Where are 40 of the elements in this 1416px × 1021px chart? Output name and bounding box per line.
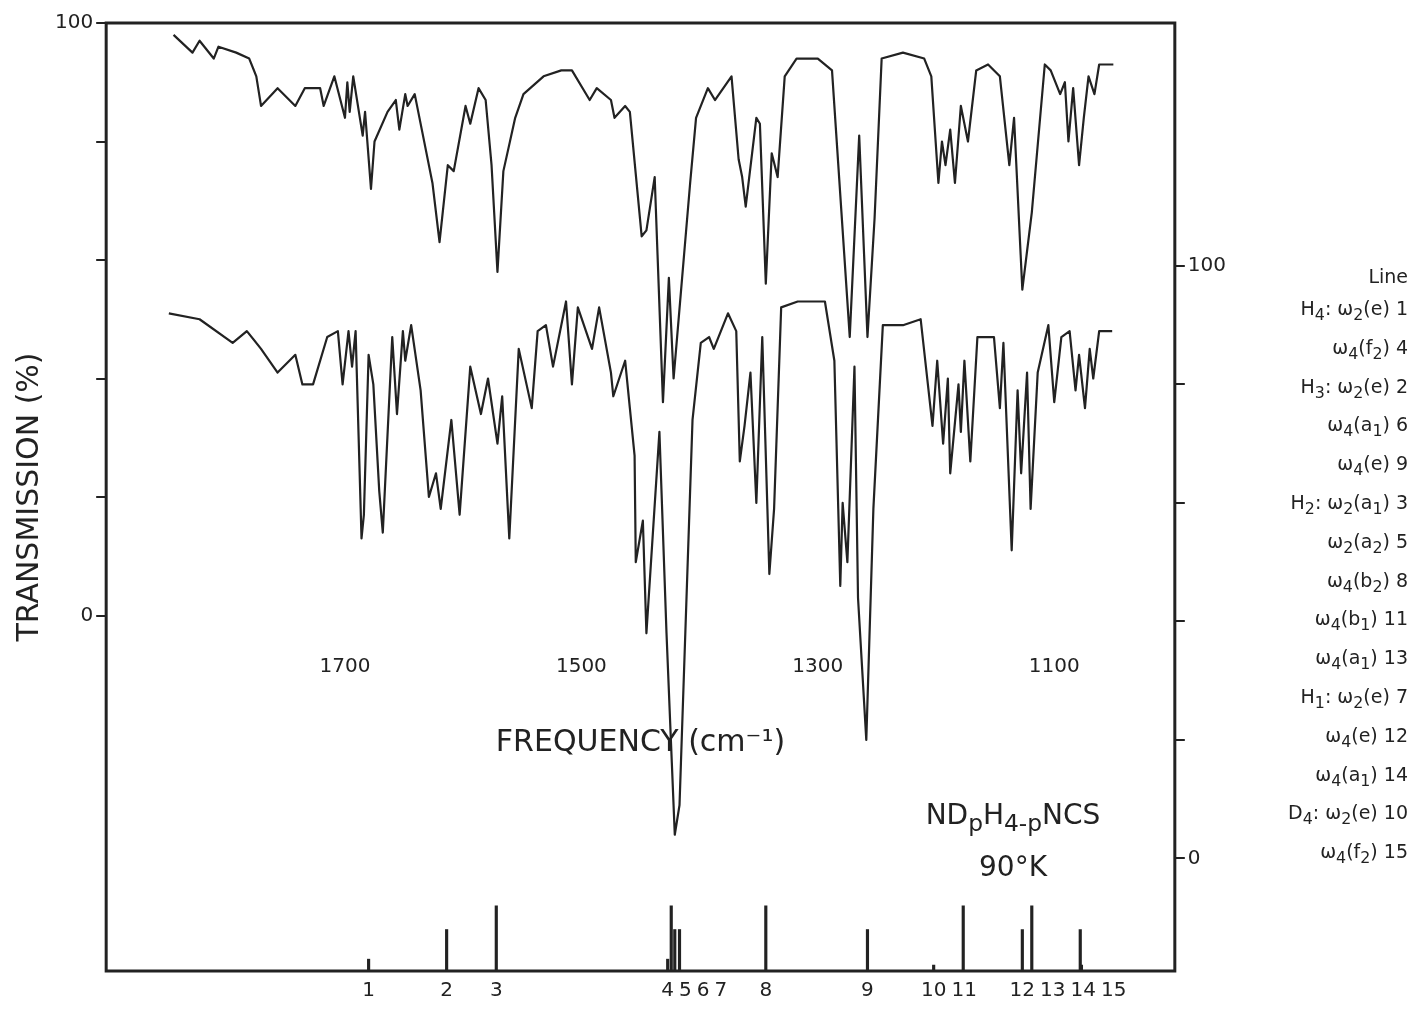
text: ω$_{4}$(f$_{2}$) 4 [1331, 334, 1408, 365]
y-axis-title: TRANSMISSION (%) [9, 352, 45, 643]
text: ω$_{4}$(a$_{1}$) 13 [1314, 645, 1408, 675]
text: ω$_{4}$(b$_{1}$) 11 [1313, 606, 1408, 637]
annotation: 1 [362, 977, 375, 1002]
text: H$_{3}$: ω$_{2}$(e) 2 [1299, 373, 1408, 404]
annotation: 5 [679, 977, 692, 1002]
text: H$_{2}$: ω$_{2}$(a$_{1}$) 3 [1289, 490, 1408, 520]
y2-tick-label: 100 [1187, 252, 1227, 277]
text: D$_{4}$: ω$_{2}$(e) 10 [1287, 800, 1408, 831]
text: ω$_{2}$(a$_{2}$) 5 [1326, 528, 1408, 559]
annotation: 2 [440, 977, 453, 1002]
annotation: 10 [920, 977, 947, 1002]
text: H$_{4}$: ω$_{2}$(e) 1 [1299, 296, 1408, 326]
annotation: 14 [1070, 977, 1096, 1002]
text: ω$_{4}$(e) 12 [1324, 722, 1408, 753]
x-tick-label: 1500 [555, 653, 607, 678]
annotation: 4 [661, 977, 675, 1002]
annotation: ND$_{p}$H$_{4-p}$NCS [924, 797, 1102, 839]
annotation: 12 [1009, 977, 1036, 1002]
annotation: 90°K [978, 848, 1049, 885]
annotation: 3 [489, 977, 503, 1002]
text: ω$_{4}$(f$_{2}$) 15 [1319, 839, 1408, 869]
x-tick-label: 1300 [792, 653, 844, 678]
text: H$_{1}$: ω$_{2}$(e) 7 [1299, 683, 1408, 714]
annotation: 8 [759, 977, 773, 1002]
text: Line [1367, 264, 1408, 289]
annotation: 7 [714, 977, 728, 1002]
text: ω$_{4}$(b$_{2}$) 8 [1325, 567, 1408, 598]
y2-tick-label: 0 [1187, 844, 1201, 869]
text: ω$_{4}$(a$_{1}$) 6 [1326, 412, 1408, 443]
x-tick-label: 1700 [319, 653, 371, 678]
annotation: 13 [1040, 977, 1066, 1002]
text: ω$_{4}$(a$_{1}$) 14 [1314, 761, 1408, 792]
text: ω$_{4}$(e) 9 [1336, 451, 1408, 481]
x-tick-label: 1100 [1028, 653, 1080, 678]
annotation: 15 [1100, 977, 1127, 1002]
annotation: 6 [696, 977, 710, 1002]
annotation: 11 [951, 977, 977, 1002]
annotation: 9 [861, 977, 874, 1002]
